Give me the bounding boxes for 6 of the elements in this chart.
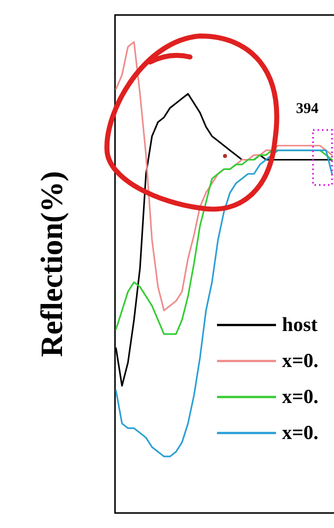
y-axis-title: Reflection(%) bbox=[34, 171, 69, 357]
legend-label: x=0. bbox=[282, 350, 318, 372]
legend-label: x=0. bbox=[282, 422, 318, 444]
legend-label: host bbox=[282, 314, 318, 336]
annotation: 394 bbox=[296, 101, 319, 117]
legend-label: x=0. bbox=[282, 386, 318, 408]
